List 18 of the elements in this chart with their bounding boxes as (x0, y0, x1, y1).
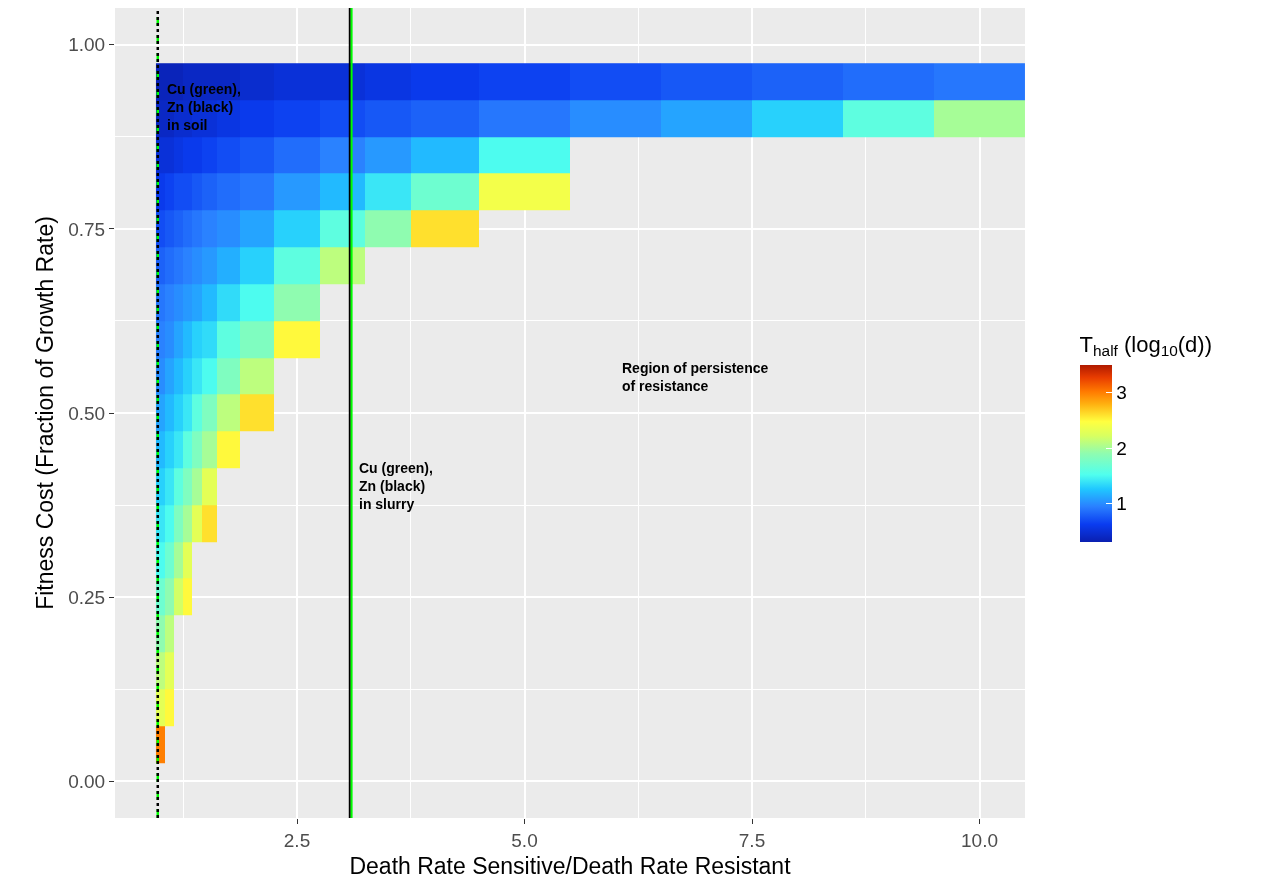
x-tick-label: 7.5 (738, 829, 766, 851)
y-tick-label: 0.00 (68, 770, 106, 792)
annotation: Cu (green), Zn (black) in soil (167, 81, 241, 134)
x-tick-label: 5.0 (511, 829, 538, 851)
color-bar-label: 3 (1116, 382, 1127, 404)
x-tick-label: 2.5 (283, 829, 311, 851)
annotation: Cu (green), Zn (black) in slurry (359, 460, 433, 513)
y-tick-label: 0.25 (68, 586, 106, 608)
color-bar-label: 1 (1116, 493, 1127, 515)
color-bar-title: T$_{half}$ (log$_{10}$(d)) (1079, 331, 1213, 360)
x-tick-label: 10.0 (961, 829, 998, 851)
y-tick-label: 1.00 (68, 34, 106, 56)
y-axis-title: Fitness Cost (Fraction of Growth Rate) (31, 216, 58, 610)
color-bar-label: 2 (1116, 437, 1127, 459)
x-axis-title: Death Rate Sensitive/Death Rate Resistant (349, 853, 792, 880)
y-tick-label: 0.50 (68, 402, 106, 424)
annotation: Region of persistence of resistance (622, 360, 769, 395)
y-tick-label: 0.75 (68, 218, 106, 240)
